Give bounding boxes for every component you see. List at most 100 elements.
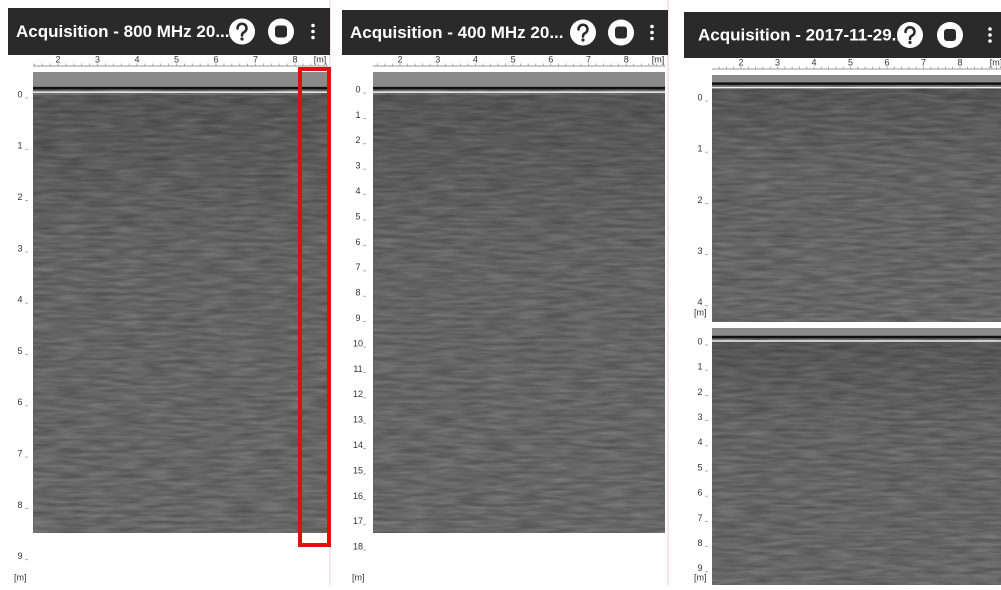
y-tick-label: 3 bbox=[355, 161, 360, 171]
y-tick-label: 2 bbox=[697, 195, 702, 205]
x-tick-label: 2 bbox=[397, 54, 402, 64]
y-tick-label: 11 bbox=[353, 364, 362, 374]
x-tick-label: 6 bbox=[213, 54, 218, 64]
menu-dot bbox=[650, 36, 654, 41]
phone-panel: Acquisition - 2017-11-29... 2 3 4 5 6 7 8 [m] 0 1 2… bbox=[684, 12, 1001, 585]
x-tick-label: 5 bbox=[848, 57, 853, 67]
y-tick-label: 15 bbox=[353, 465, 363, 475]
help-dot bbox=[908, 40, 912, 45]
header-title: Acquisition - 400 MHz 20... bbox=[350, 23, 564, 42]
x-tick-label: 6 bbox=[548, 54, 553, 64]
menu-button[interactable] bbox=[311, 23, 315, 40]
menu-dot bbox=[311, 29, 315, 34]
radargram-air bbox=[712, 328, 1001, 337]
header-title: Acquisition - 2017-11-29... bbox=[698, 25, 906, 44]
stop-button[interactable] bbox=[608, 19, 634, 46]
y-tick-label: 7 bbox=[697, 513, 702, 523]
x-unit-label: [m] bbox=[652, 54, 665, 64]
radargram-air bbox=[712, 75, 1001, 84]
y-unit-label: [m] bbox=[14, 572, 27, 582]
x-tick-label: 7 bbox=[586, 54, 591, 64]
x-tick-label: 3 bbox=[435, 54, 440, 64]
y-tick-label: 8 bbox=[17, 500, 22, 510]
radargram-air bbox=[33, 72, 328, 89]
help-icon bbox=[897, 22, 923, 48]
help-icon bbox=[570, 19, 596, 46]
y-tick-label: 10 bbox=[353, 338, 363, 348]
y-tick-label: 2 bbox=[697, 387, 702, 397]
stop-glyph bbox=[275, 25, 287, 38]
help-button[interactable] bbox=[229, 18, 255, 45]
y-tick-label: 6 bbox=[355, 237, 360, 247]
y-tick-label: 6 bbox=[697, 488, 702, 498]
x-tick-label: 2 bbox=[55, 54, 60, 64]
y-tick-label: 1 bbox=[697, 362, 702, 372]
help-button[interactable] bbox=[570, 19, 596, 46]
y-tick-label: 0 bbox=[697, 336, 702, 346]
y-tick-label: 13 bbox=[353, 415, 363, 425]
x-tick-label: 2 bbox=[738, 57, 743, 67]
header-title: Acquisition - 800 MHz 20... bbox=[16, 22, 230, 41]
radargram-shade bbox=[712, 87, 1001, 322]
menu-button[interactable] bbox=[988, 27, 992, 43]
menu-button[interactable] bbox=[650, 24, 654, 41]
y-tick-label: 5 bbox=[17, 346, 22, 356]
y-tick-label: 5 bbox=[697, 462, 702, 472]
y-tick-label: 1 bbox=[17, 141, 22, 151]
x-tick-label: 4 bbox=[811, 57, 816, 67]
y-tick-label: 4 bbox=[17, 295, 22, 305]
y-tick-label: 17 bbox=[353, 516, 363, 526]
help-glyph bbox=[904, 26, 916, 41]
y-tick-label: 8 bbox=[697, 538, 702, 548]
y-tick-label: 0 bbox=[355, 84, 360, 94]
x-unit-label: [m] bbox=[314, 54, 327, 64]
x-tick-label: 8 bbox=[292, 54, 297, 64]
radargram-air bbox=[373, 72, 665, 89]
y-tick-label: 9 bbox=[17, 551, 22, 561]
help-glyph bbox=[577, 23, 589, 38]
stop-glyph bbox=[615, 26, 627, 39]
menu-dot bbox=[650, 30, 654, 35]
y-tick-label: 1 bbox=[697, 144, 702, 154]
x-tick-label: 5 bbox=[174, 54, 179, 64]
y-tick-label: 16 bbox=[353, 491, 363, 501]
help-dot bbox=[240, 37, 244, 41]
y-tick-label: 4 bbox=[697, 437, 702, 447]
y-tick-label: 12 bbox=[353, 389, 363, 399]
x-tick-label: 8 bbox=[624, 54, 629, 64]
y-tick-label: 5 bbox=[355, 211, 360, 221]
help-icon bbox=[229, 18, 255, 45]
y-tick-label: 7 bbox=[355, 262, 360, 272]
y-tick-label: 9 bbox=[697, 563, 702, 573]
stop-glyph bbox=[944, 29, 956, 41]
y-unit-label: [m] bbox=[352, 572, 365, 582]
radargram-shade bbox=[373, 95, 665, 534]
y-tick-label: 9 bbox=[355, 313, 360, 323]
menu-dot bbox=[988, 39, 992, 43]
y-tick-label: 3 bbox=[697, 246, 702, 256]
x-tick-label: 8 bbox=[957, 57, 962, 67]
y-tick-label: 4 bbox=[355, 186, 360, 196]
radargram-shade bbox=[712, 340, 1001, 585]
menu-dot bbox=[988, 27, 992, 31]
stop-button[interactable] bbox=[937, 22, 963, 48]
y-tick-label: 4 bbox=[697, 297, 702, 307]
help-dot bbox=[581, 38, 585, 42]
radargram-shade bbox=[33, 95, 328, 534]
y-tick-label: 2 bbox=[17, 192, 22, 202]
y-tick-label: 6 bbox=[17, 397, 22, 407]
x-tick-label: 4 bbox=[134, 54, 139, 64]
y-unit-label: [m] bbox=[694, 307, 707, 317]
y-tick-label: 1 bbox=[355, 110, 360, 120]
menu-dot bbox=[988, 33, 992, 37]
y-tick-label: 18 bbox=[353, 542, 363, 552]
y-tick-label: 0 bbox=[17, 89, 22, 99]
menu-dot bbox=[311, 35, 315, 40]
x-tick-label: 5 bbox=[511, 54, 516, 64]
phone-panel: Acquisition - 400 MHz 20... 2 3 4 5 6 7 8 [m] 0 12… bbox=[342, 0, 669, 585]
stop-button[interactable] bbox=[268, 18, 294, 45]
help-button[interactable] bbox=[897, 22, 923, 48]
menu-dot bbox=[311, 23, 315, 28]
